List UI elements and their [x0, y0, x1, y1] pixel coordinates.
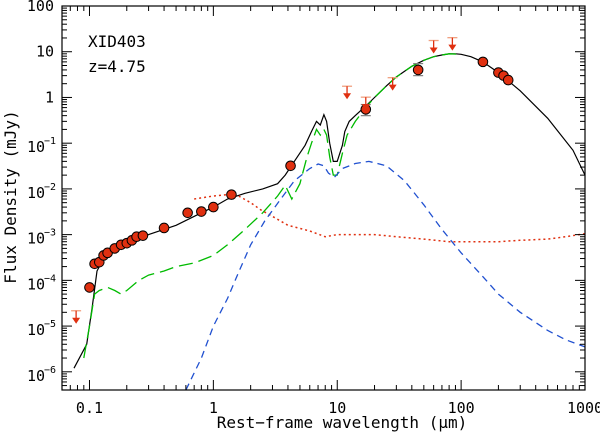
upper-limit-arrowhead [72, 317, 81, 324]
source-name-annotation: XID403 [88, 32, 146, 51]
upper-limit-arrowhead [361, 104, 370, 111]
data-point [226, 189, 237, 200]
x-tick-label: 100 [448, 399, 475, 417]
data-point [84, 282, 95, 293]
redshift-annotation: z=4.75 [88, 57, 146, 76]
y-tick-label-exponent: −1 [44, 136, 56, 147]
y-tick-label: 10 [27, 184, 45, 202]
upper-limit-marker [71, 310, 82, 324]
y-tick-label-exponent: −4 [44, 273, 56, 284]
upper-limit-marker [360, 96, 371, 111]
series-line-stellar [194, 193, 585, 243]
y-tick-label-exponent: −3 [44, 228, 56, 239]
x-tick-label: 0.1 [76, 399, 103, 417]
y-tick-label-exponent: −6 [44, 365, 56, 376]
y-tick-label-exponent: −5 [44, 319, 56, 330]
y-tick-label: 100 [27, 0, 54, 15]
points-layer [71, 37, 514, 324]
y-tick-label: 10 [27, 275, 45, 293]
series-layer [73, 53, 585, 390]
series-line-starburst [83, 53, 462, 359]
plot-frame [61, 5, 586, 391]
data-point [477, 56, 489, 68]
data-point [158, 222, 170, 234]
data-point [196, 206, 207, 217]
upper-limit-marker [387, 77, 398, 91]
data-point [502, 74, 514, 86]
upper-limit-arrowhead [388, 84, 397, 91]
upper-limit-arrowhead [343, 93, 352, 100]
x-tick-label: 1 [209, 399, 218, 417]
x-axis-title: Rest−frame wavelength (μm) [217, 413, 467, 432]
y-tick-label: 10 [27, 321, 45, 339]
data-point [285, 160, 296, 172]
upper-limit-arrowhead [448, 44, 457, 51]
x-tick-label: 10 [328, 399, 346, 417]
upper-limit-marker [342, 85, 353, 100]
upper-limit-arrowhead [429, 47, 438, 54]
data-point [182, 207, 193, 219]
data-point [412, 64, 424, 76]
y-tick-label: 10 [27, 230, 45, 248]
x-tick-label: 1000 [567, 399, 600, 417]
axes-layer: 0.1 1 10 100 100010−610−510−410−310−210−1110… [27, 0, 600, 417]
data-point [137, 230, 149, 241]
y-axis-title: Flux Density (mJy) [1, 110, 20, 283]
series-line-total [73, 53, 585, 369]
y-tick-label: 10 [36, 43, 54, 61]
y-tick-label: 10 [27, 138, 45, 156]
data-point [208, 201, 219, 213]
upper-limit-marker [428, 39, 439, 54]
series-line-agn [185, 160, 585, 390]
upper-limit-marker [447, 37, 458, 51]
y-tick-label: 10 [27, 367, 45, 385]
y-tick-label: 1 [45, 88, 54, 106]
y-tick-label-exponent: −2 [44, 182, 56, 193]
